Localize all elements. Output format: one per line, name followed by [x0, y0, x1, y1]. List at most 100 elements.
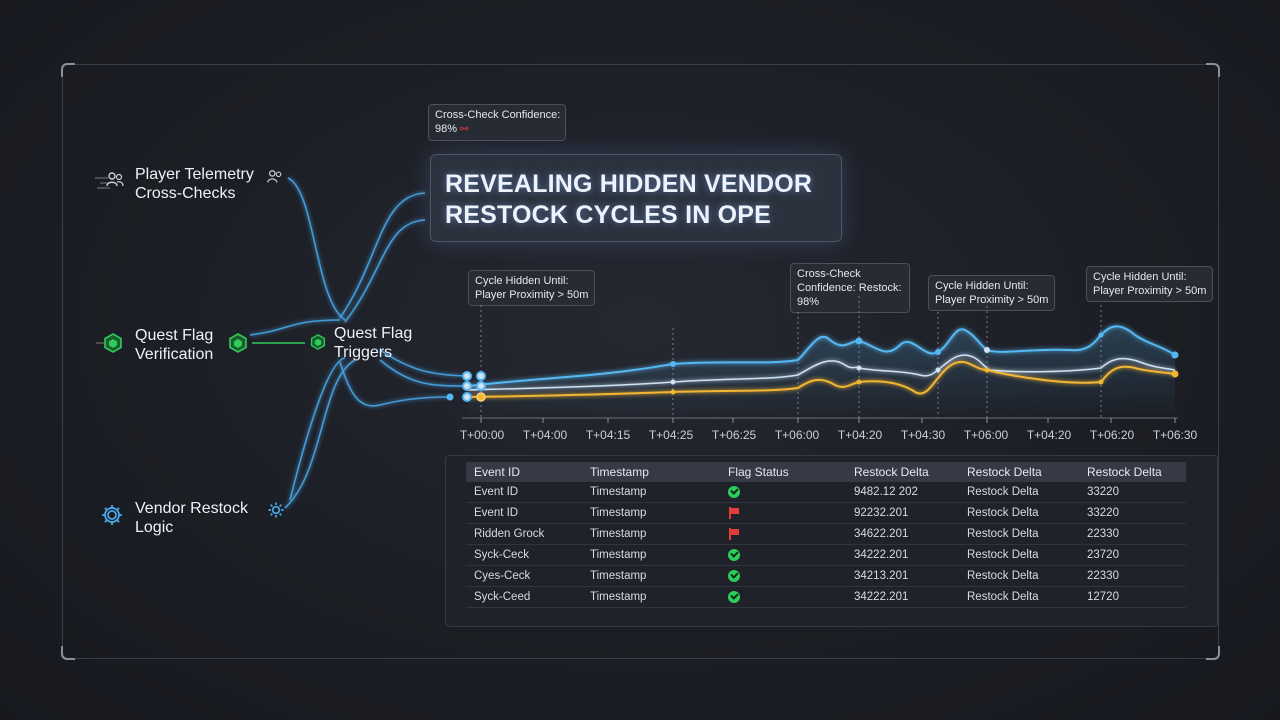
restock-delta-cell: Restock Delta — [959, 586, 1079, 608]
link-vendor-triggers — [284, 359, 356, 509]
event-id-cell: Ridden Grock — [466, 523, 582, 545]
node-triggers-line1: Quest Flag — [334, 325, 413, 342]
restock-delta-cell: 92232.201 — [846, 502, 959, 524]
tooltip-line: Cycle Hidden Until: — [1093, 271, 1187, 283]
tick-label: T+06:00 — [774, 428, 820, 442]
series-points — [446, 332, 1179, 402]
hexagon-icon — [229, 333, 247, 353]
tick-label: T+06:20 — [1089, 428, 1135, 442]
node-vendor-line1: Vendor Restock — [135, 500, 248, 517]
restock-delta-cell: 22330 — [1079, 565, 1186, 587]
node-vendor-line2: Logic — [135, 519, 174, 536]
tooltip-line: Confidence: Restock: — [797, 282, 902, 294]
gear-icon — [268, 502, 284, 518]
gear-icon — [102, 505, 122, 525]
link-red-icon: ⚯ — [460, 124, 469, 135]
tooltip-cycle-1: Cycle Hidden Until: Player Proximity > 5… — [468, 270, 596, 306]
tick-label: T+04:20 — [1026, 428, 1072, 442]
check-circle-icon — [728, 569, 740, 582]
link-triggers-timeline-3 — [339, 361, 451, 407]
node-quest-verification[interactable]: Quest Flag Verification — [135, 326, 213, 364]
restock-delta-cell: 9482.12 202 — [846, 482, 959, 503]
link-triggers-title-2 — [344, 219, 426, 323]
flag-status-cell — [720, 502, 846, 524]
tooltip-confidence-restock: Cross-Check Confidence: Restock: 98% — [790, 263, 910, 313]
tick-label: T+06:30 — [1152, 428, 1198, 442]
tick-label: T+06:00 — [963, 428, 1009, 442]
page-title: REVEALING HIDDEN VENDOR RESTOCK CYCLES I… — [445, 169, 835, 231]
tick-label: T+04:30 — [900, 428, 946, 442]
node-verification-line1: Quest Flag — [135, 327, 214, 344]
event-id-cell: Event ID — [466, 502, 582, 524]
table-row[interactable]: Event ID Timestamp 9482.12 202 Restock Delt… — [466, 482, 1186, 503]
node-telemetry[interactable]: Player Telemetry Cross-Checks — [135, 165, 254, 203]
restock-delta-cell: 22330 — [1079, 523, 1186, 545]
table-row[interactable]: Syck-Ceed Timestamp 34222.201 Restock Delta… — [466, 586, 1186, 608]
events-table-panel: Event ID Timestamp Flag Status Restock D… — [445, 455, 1218, 627]
restock-delta-cell: 34222.201 — [846, 586, 959, 608]
restock-delta-cell: Restock Delta — [959, 523, 1079, 545]
table-row[interactable]: Event ID Timestamp 92232.201 Restock Delta 3… — [466, 502, 1186, 524]
flag-status-cell — [720, 544, 846, 566]
restock-delta-cell: Restock Delta — [959, 502, 1079, 524]
frame-corner — [1206, 646, 1220, 660]
tooltip-line: 98% — [797, 296, 820, 308]
event-id-cell: Event ID — [466, 482, 582, 503]
tick-label: T+04:15 — [585, 428, 631, 442]
series-area — [468, 326, 1175, 418]
hexagon-icon — [104, 333, 122, 353]
flag-status-cell — [720, 523, 846, 545]
restock-delta-cell: 34213.201 — [846, 565, 959, 587]
timestamp-cell: Timestamp — [582, 523, 720, 545]
restock-delta-cell: 12720 — [1079, 586, 1186, 608]
tooltip-line: Cycle Hidden Until: — [475, 275, 569, 287]
column-header[interactable]: Restock Delta — [1079, 462, 1186, 482]
timestamp-cell: Timestamp — [582, 482, 720, 503]
restock-delta-cell: 33220 — [1079, 502, 1186, 524]
node-vendor-logic[interactable]: Vendor Restock Logic — [135, 499, 248, 537]
events-table: Event ID Timestamp Flag Status Restock D… — [466, 462, 1186, 608]
restock-delta-cell: Restock Delta — [959, 565, 1079, 587]
red-flag-icon — [728, 527, 740, 540]
users-icon — [106, 172, 124, 187]
column-header[interactable]: Restock Delta — [846, 462, 959, 482]
table-row[interactable]: Ridden Grock Timestamp 34622.201 Restock De… — [466, 523, 1186, 545]
title-panel: REVEALING HIDDEN VENDOR RESTOCK CYCLES I… — [430, 154, 842, 242]
flag-status-cell — [720, 482, 846, 503]
restock-delta-cell: 34622.201 — [846, 523, 959, 545]
column-header[interactable]: Flag Status — [720, 462, 846, 482]
column-header[interactable]: Timestamp — [582, 462, 720, 482]
frame-corner — [61, 63, 75, 77]
timestamp-cell: Timestamp — [582, 544, 720, 566]
table-header-row: Event ID Timestamp Flag Status Restock D… — [466, 462, 1186, 482]
tick-label: T+04:00 — [522, 428, 568, 442]
tooltip-line: Player Proximity > 50m — [1093, 285, 1207, 297]
tick-label: T+04:25 — [648, 428, 694, 442]
link-triggers-timeline-1 — [379, 349, 468, 377]
flag-status-cell — [720, 565, 846, 587]
event-id-cell: Cyes-Ceck — [466, 565, 582, 587]
tooltip-confidence-top: Cross-Check Confidence: 98% ⚯ — [428, 104, 566, 141]
column-header[interactable]: Event ID — [466, 462, 582, 482]
restock-delta-cell: 34222.201 — [846, 544, 959, 566]
node-telemetry-line2: Cross-Checks — [135, 185, 236, 202]
check-circle-icon — [728, 590, 740, 603]
tooltip-line: 98% ⚯ — [435, 122, 559, 137]
link-triggers-timeline-2 — [379, 359, 468, 387]
node-verification-line2: Verification — [135, 346, 214, 363]
node-quest-triggers[interactable]: Quest Flag Triggers — [334, 324, 412, 362]
link-triggers-title-1 — [339, 192, 426, 319]
restock-delta-cell: 33220 — [1079, 482, 1186, 503]
tick-label: T+04:20 — [837, 428, 883, 442]
event-id-cell: Syck-Ceck — [466, 544, 582, 566]
check-circle-icon — [728, 548, 740, 561]
table-row[interactable]: Syck-Ceck Timestamp 34222.201 Restock Delta… — [466, 544, 1186, 566]
column-header[interactable]: Restock Delta — [959, 462, 1079, 482]
tick-label: T+06:25 — [711, 428, 757, 442]
table-row[interactable]: Cyes-Ceck Timestamp 34213.201 Restock Delta… — [466, 565, 1186, 587]
tooltip-line: Cycle Hidden Until: — [935, 280, 1029, 292]
title-line1: REVEALING HIDDEN VENDOR — [445, 170, 813, 198]
restock-delta-cell: Restock Delta — [959, 544, 1079, 566]
node-triggers-line2: Triggers — [334, 344, 393, 361]
